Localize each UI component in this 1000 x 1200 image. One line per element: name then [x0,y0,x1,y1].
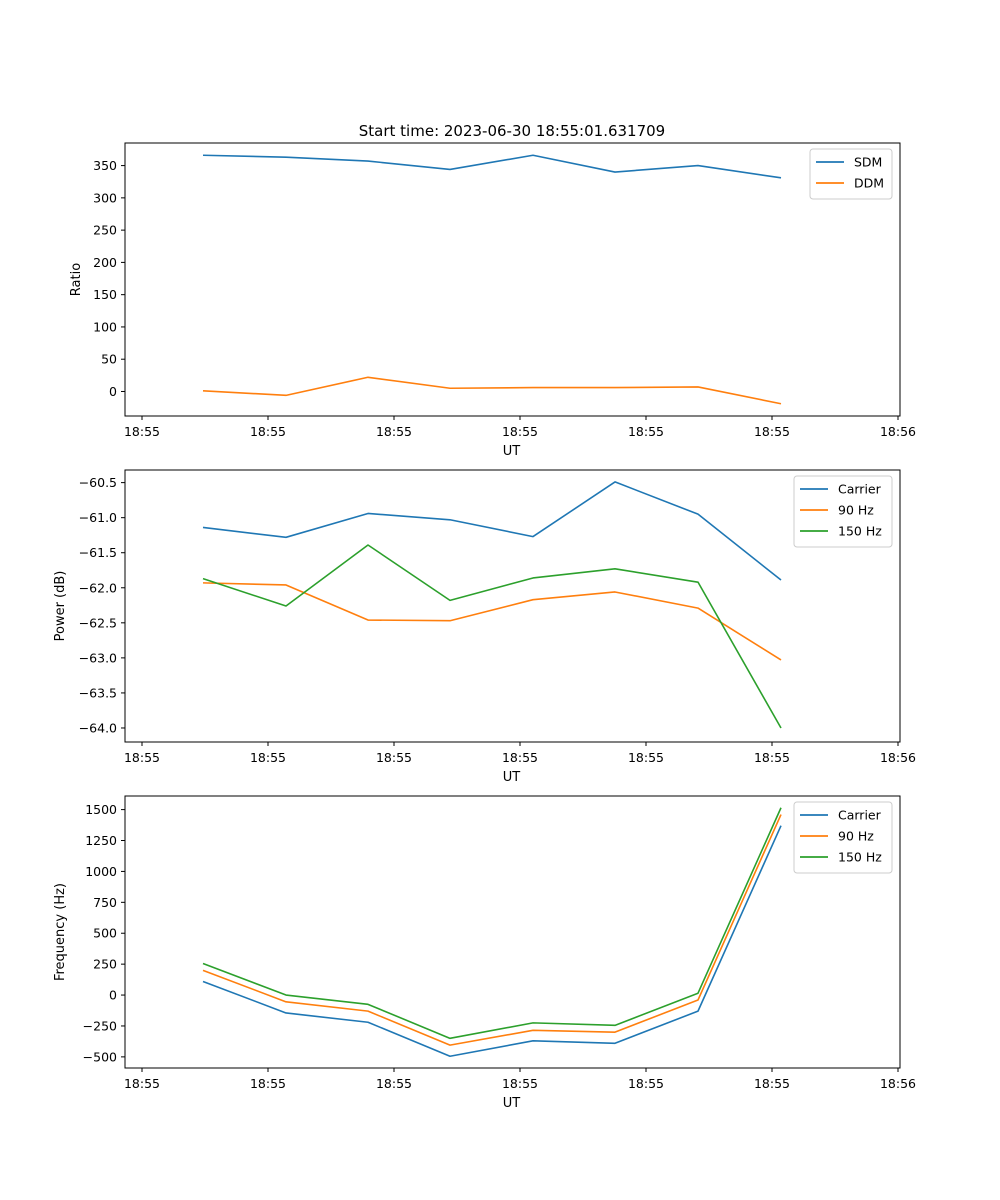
x-tick-label: 18:55 [376,424,412,439]
series-line-150-hz [202,807,782,1040]
y-axis-label: Frequency (Hz) [53,883,68,981]
y-axis-label: Ratio [69,263,84,296]
series-line-90-hz [202,582,782,661]
chart-panel-3: 18:55 18:55 18:55 18:55 18:55 18:55 18:56 −500 −… [53,795,916,1111]
legend-label: Carrier [838,482,882,497]
y-tick-label: 750 [93,895,117,910]
y-tick-label: 350 [93,158,117,173]
x-tick-label: 18:56 [880,1076,916,1091]
x-tick-label: 18:55 [754,1076,790,1091]
legend-label: 90 Hz [838,503,874,518]
x-axis-label: UT [503,1096,521,1111]
y-tick-label: 500 [93,926,117,941]
x-tick-label: 18:55 [376,750,412,765]
x-tick-label: 18:55 [124,750,160,765]
x-tick-label: 18:55 [250,424,286,439]
x-tick-label: 18:55 [628,1076,664,1091]
x-tick-label: 18:55 [376,1076,412,1091]
legend-box [793,475,893,548]
x-tick-label: 18:55 [502,750,538,765]
plot-frame [124,795,901,1069]
legend-box [793,801,893,874]
x-tick-label: 18:55 [502,1076,538,1091]
y-axis-label: Power (dB) [53,571,68,642]
series-line-carrier [202,825,782,1058]
y-tick-label: −64.0 [79,720,117,735]
legend: Carrier 90 Hz 150 Hz [793,801,893,874]
y-tick-label: −61.5 [79,545,117,560]
plot-frame [124,469,901,743]
y-tick-label: −60.5 [79,475,117,490]
series-line-90-hz [202,814,782,1046]
x-tick-label: 18:55 [502,424,538,439]
x-tick-label: 18:55 [124,1076,160,1091]
y-tick-label: 300 [93,190,117,205]
legend-label: Carrier [838,808,882,823]
plot-frame [124,142,901,417]
x-tick-label: 18:56 [880,424,916,439]
legend-label: DDM [854,176,884,191]
y-tick-label: 200 [93,255,117,270]
y-tick-label: −61.0 [79,510,117,525]
series-line-ddm [202,376,782,405]
y-tick-label: 0 [109,988,117,1003]
y-tick-label: −500 [83,1049,117,1064]
x-tick-label: 18:55 [250,1076,286,1091]
y-tick-label: 100 [93,319,117,334]
y-tick-label: −62.0 [79,580,117,595]
y-tick-label: 0 [109,384,117,399]
y-tick-label: 250 [93,957,117,972]
series-line-150-hz [202,544,782,729]
x-tick-label: 18:55 [628,424,664,439]
x-axis-label: UT [503,770,521,785]
legend-label: 150 Hz [838,850,882,865]
y-tick-label: −63.5 [79,685,117,700]
y-tick-label: −250 [83,1018,117,1033]
legend-label: SDM [854,155,882,170]
y-tick-label: 50 [101,352,117,367]
figure-title: Start time: 2023-06-30 18:55:01.631709 [359,122,665,140]
panels: 18:55 18:55 18:55 18:55 18:55 18:55 18:56 0 50 10… [53,142,916,1111]
series-line-sdm [202,154,782,179]
legend-label: 90 Hz [838,829,874,844]
x-tick-label: 18:55 [754,424,790,439]
x-tick-label: 18:55 [754,750,790,765]
y-tick-label: −63.0 [79,650,117,665]
x-tick-label: 18:55 [250,750,286,765]
legend: SDM DDM [809,148,893,200]
x-tick-label: 18:55 [124,424,160,439]
x-tick-label: 18:56 [880,750,916,765]
y-tick-label: −62.5 [79,615,117,630]
series-line-carrier [202,481,782,581]
legend: Carrier 90 Hz 150 Hz [793,475,893,548]
y-tick-label: 1250 [85,833,117,848]
chart-panel-2: 18:55 18:55 18:55 18:55 18:55 18:55 18:56 −64.0… [53,469,916,785]
y-tick-label: 150 [93,287,117,302]
legend-label: 150 Hz [838,524,882,539]
y-tick-label: 250 [93,223,117,238]
x-axis-label: UT [503,444,521,459]
x-tick-label: 18:55 [628,750,664,765]
y-tick-label: 1000 [85,864,117,879]
chart-panel-1: 18:55 18:55 18:55 18:55 18:55 18:55 18:56 0 50 10… [69,142,916,459]
y-tick-label: 1500 [85,802,117,817]
